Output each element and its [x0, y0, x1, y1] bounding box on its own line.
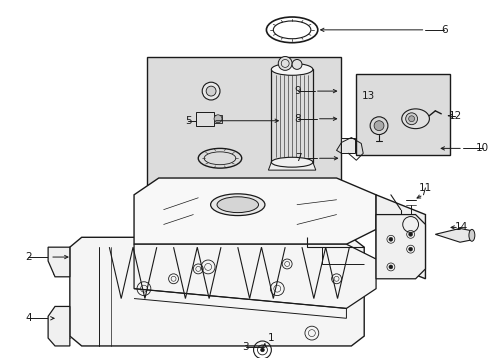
- Polygon shape: [375, 215, 425, 279]
- Polygon shape: [268, 162, 315, 170]
- Circle shape: [291, 59, 302, 69]
- Text: 1: 1: [267, 333, 274, 343]
- Polygon shape: [48, 306, 70, 346]
- Text: 4: 4: [25, 313, 32, 323]
- Bar: [196, 112, 214, 126]
- Text: 12: 12: [447, 111, 461, 121]
- Bar: [146, 57, 341, 185]
- Text: 7: 7: [294, 153, 301, 163]
- Ellipse shape: [405, 113, 417, 125]
- Ellipse shape: [210, 194, 264, 216]
- Ellipse shape: [401, 109, 428, 129]
- Bar: [214, 115, 222, 123]
- Text: 13: 13: [361, 91, 374, 101]
- Text: 6: 6: [440, 25, 447, 35]
- Circle shape: [388, 265, 392, 269]
- Ellipse shape: [468, 229, 474, 241]
- Ellipse shape: [271, 157, 312, 167]
- Text: 11: 11: [418, 183, 431, 193]
- Polygon shape: [48, 247, 70, 277]
- Circle shape: [408, 247, 412, 251]
- Text: 3: 3: [242, 342, 248, 352]
- Ellipse shape: [408, 116, 414, 122]
- Bar: [356, 74, 449, 155]
- Text: 8: 8: [294, 114, 301, 124]
- Polygon shape: [134, 244, 375, 309]
- Ellipse shape: [206, 86, 216, 96]
- Bar: [341, 138, 355, 153]
- Circle shape: [388, 237, 392, 241]
- Ellipse shape: [271, 63, 312, 75]
- Text: 14: 14: [453, 222, 467, 233]
- Circle shape: [408, 232, 412, 236]
- Ellipse shape: [202, 82, 220, 100]
- Polygon shape: [134, 178, 375, 244]
- Text: 9: 9: [294, 86, 301, 96]
- Circle shape: [278, 57, 291, 70]
- Text: 2: 2: [25, 252, 32, 262]
- Circle shape: [373, 121, 383, 131]
- Circle shape: [260, 348, 264, 352]
- Circle shape: [369, 117, 387, 135]
- Ellipse shape: [217, 197, 258, 213]
- Text: 5: 5: [184, 116, 191, 126]
- Text: 10: 10: [475, 143, 488, 153]
- Polygon shape: [434, 228, 472, 242]
- Circle shape: [214, 115, 222, 123]
- Polygon shape: [70, 237, 364, 346]
- Bar: [271, 69, 312, 163]
- Polygon shape: [375, 195, 425, 279]
